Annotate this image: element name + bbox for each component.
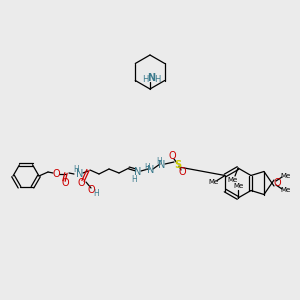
Text: H: H	[142, 74, 148, 83]
Text: H: H	[154, 74, 160, 83]
Text: O: O	[77, 178, 85, 188]
Text: Me: Me	[233, 183, 243, 189]
Text: S: S	[174, 160, 182, 170]
Text: H: H	[144, 163, 150, 172]
Text: N: N	[147, 73, 155, 83]
Text: H: H	[93, 190, 99, 199]
Text: Me: Me	[228, 177, 238, 183]
Text: Me: Me	[281, 187, 291, 193]
Text: H: H	[156, 157, 162, 166]
Text: N: N	[76, 169, 84, 179]
Text: H: H	[131, 175, 137, 184]
Text: O: O	[52, 169, 60, 179]
Text: Me: Me	[208, 179, 218, 185]
Text: O: O	[87, 185, 95, 195]
Text: O: O	[61, 178, 69, 188]
Text: N: N	[134, 167, 142, 177]
Text: H: H	[73, 166, 79, 175]
Text: N: N	[147, 165, 155, 175]
Text: Me: Me	[281, 173, 291, 179]
Text: O: O	[273, 178, 281, 188]
Text: N: N	[158, 160, 166, 170]
Text: O: O	[168, 151, 176, 161]
Text: O: O	[178, 167, 186, 177]
